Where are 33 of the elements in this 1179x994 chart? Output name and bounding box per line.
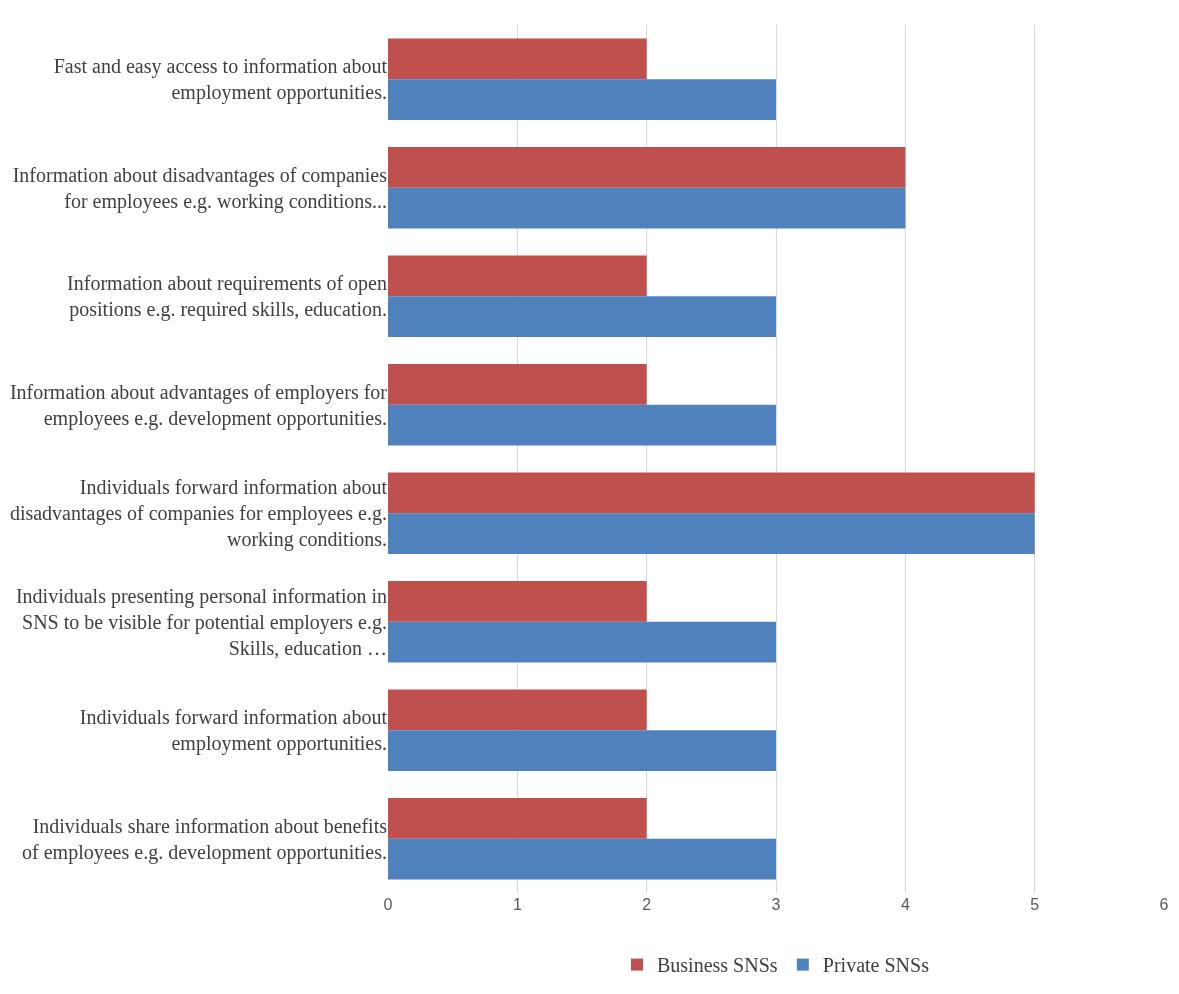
bar <box>388 404 776 446</box>
x-tick-label: 2 <box>642 896 652 913</box>
x-tick-label: 6 <box>1159 896 1169 913</box>
y-tick-label: Information about disadvantages of companies for employees e.g. working conditions... <box>12 163 388 213</box>
y-tick-label: Individuals share information about benefits of employees e.g. development opportunities. <box>22 814 388 864</box>
bar <box>388 798 647 839</box>
bar <box>388 838 776 880</box>
x-tick-label: 5 <box>1030 896 1040 913</box>
bar <box>388 689 647 731</box>
bar <box>388 296 776 337</box>
x-tick-label: 0 <box>383 896 393 913</box>
x-tick-label: 4 <box>900 896 910 913</box>
y-tick-label: Individuals presenting personal information in SNS to be visible for potential employers e.g. Skills, education … <box>15 584 387 659</box>
bar <box>388 364 647 405</box>
bar <box>388 513 1035 554</box>
bar <box>388 621 776 663</box>
x-tick-label: 3 <box>771 896 781 913</box>
bar <box>388 38 647 80</box>
y-tick-label: Fast and easy access to information about employment opportunities. <box>53 55 388 105</box>
bar <box>388 255 647 297</box>
bar <box>388 187 906 229</box>
bar <box>388 730 776 771</box>
y-tick-label: Information about requirements of open positions e.g. required skills, education. <box>67 272 387 322</box>
bar <box>388 581 647 622</box>
bar <box>388 79 776 120</box>
y-tick-label: Individuals forward information about employment opportunities. <box>79 706 388 756</box>
bar <box>388 147 906 188</box>
x-tick-label: 1 <box>512 896 522 913</box>
y-tick-label: Information about advantages of employers for employees e.g. development opportunities. <box>9 380 388 430</box>
legend-label: Business SNSs <box>657 954 778 977</box>
bar <box>388 472 1035 514</box>
legend-label: Private SNSs <box>822 954 930 977</box>
y-tick-label: Individuals forward information about disadvantages of companies for employees e.g. working conditions. <box>9 476 388 552</box>
